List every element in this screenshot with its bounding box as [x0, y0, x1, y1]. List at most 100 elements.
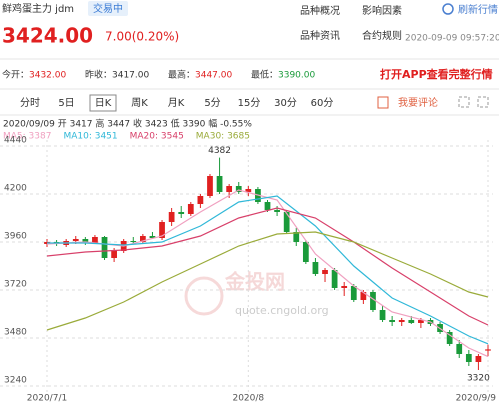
y-tick-label: 4440 [4, 136, 27, 146]
ma-line [46, 231, 489, 331]
candle-body [226, 186, 233, 192]
tab[interactable]: 分时 [20, 97, 40, 109]
tab[interactable]: 5日 [58, 98, 74, 109]
status-badge [88, 1, 128, 16]
price: 3424.00 [2, 24, 93, 48]
candle-body [197, 196, 204, 204]
candle-body [207, 176, 213, 196]
watermark: quote.cngold.org [235, 304, 329, 317]
legend-entry: MA5: 3387 [3, 132, 51, 142]
candle-body [293, 232, 300, 242]
link[interactable]: 合约规则 [362, 29, 402, 42]
chart: 金投网 quote.cngold.org 4440420039603720348… [0, 136, 496, 403]
candle-body [456, 344, 463, 354]
link[interactable]: 品种资讯 [300, 29, 340, 42]
y-tick-label: 3240 [4, 376, 27, 386]
candle-body [149, 236, 156, 238]
stat-value: 3390.00 [278, 71, 315, 81]
max-label: 4382 [208, 146, 231, 156]
tab[interactable]: 日K [95, 98, 112, 109]
ma-line [47, 195, 489, 345]
change: 7.00(0.20%) [105, 30, 179, 44]
candle-body [465, 354, 472, 362]
candle-body [446, 332, 453, 344]
candle-body [418, 320, 424, 323]
y-tick-label: 3960 [4, 232, 27, 242]
legend-entry: MA10: 3451 [63, 132, 117, 142]
legend-entry: MA30: 3685 [196, 132, 250, 142]
candle-body [389, 320, 396, 322]
time: 2020-09-09 09:57:20 [405, 34, 499, 44]
legend: MA5: 3387 MA10: 3451 MA20: 3545 MA30: 3685 [3, 132, 250, 142]
candle-body [370, 292, 376, 310]
tab[interactable]: 60分 [311, 97, 334, 109]
tab[interactable]: 5分 [204, 97, 220, 109]
refresh[interactable]: 刷新行情 [458, 3, 498, 16]
tabs: 分时 5日 日K 周K 月K 5分 15分 30分 60分 [20, 94, 334, 112]
candle-body [178, 212, 185, 214]
candle-info: 2020/09/09 开 3417 高 3447 收 3423 低 3390 幅… [3, 118, 252, 130]
ma-line [46, 207, 489, 326]
candle-body [274, 210, 280, 212]
stat-value: 3432.00 [29, 71, 66, 81]
candle-body [302, 242, 309, 262]
x-tick-label: 2020/8 [232, 394, 264, 403]
link[interactable]: 品种概况 [300, 4, 340, 17]
candle-body [130, 241, 137, 242]
stats: 今开： 3432.00 昨收： 3417.00 最高： 3447.00 最低： 3390.00 [2, 69, 315, 81]
candle-body [101, 237, 108, 258]
contract-name: 鲜鸡蛋主力 jdm [2, 2, 74, 15]
active-tab-box [89, 94, 117, 112]
tab[interactable]: 30分 [274, 97, 297, 109]
stat-label: 最低： [251, 69, 278, 81]
stat-label: 今开： [2, 69, 29, 81]
status: 交易中 [93, 2, 123, 15]
candle-body [475, 356, 482, 362]
stat-label: 昨收： [85, 69, 112, 81]
candle-body [235, 186, 242, 192]
expand-icon[interactable] [458, 96, 470, 108]
candle-body [92, 237, 98, 243]
candle-body [168, 212, 175, 222]
candle-body [82, 239, 89, 243]
candle-body [360, 292, 367, 300]
candle-body [283, 212, 290, 232]
ma-line [46, 189, 489, 358]
comment-icon[interactable] [377, 96, 389, 109]
link[interactable]: 影响因素 [362, 4, 402, 17]
candle-body [331, 270, 338, 288]
x-tick-label: 2020/9/9 [456, 394, 497, 403]
candle-body [398, 320, 405, 322]
stat-value: 3447.00 [195, 71, 232, 81]
y-tick-label: 3720 [4, 280, 27, 290]
candle-body [187, 204, 194, 214]
stat-label: 最高： [168, 69, 195, 81]
candle-body [408, 320, 415, 323]
candle-body [485, 349, 491, 351]
candle-body [216, 176, 223, 192]
candle-body [341, 286, 348, 288]
stat-value: 3417.00 [112, 71, 149, 81]
candle-body [72, 239, 79, 241]
tab[interactable]: 月K [168, 97, 185, 109]
candle-body [264, 202, 271, 210]
legend-entry: MA20: 3545 [130, 132, 184, 142]
tab[interactable]: 15分 [238, 97, 261, 109]
refresh-icon[interactable] [442, 3, 454, 15]
y-tick-label: 3480 [4, 328, 27, 338]
comment[interactable]: 我要评论 [398, 96, 438, 109]
candle-body [322, 270, 328, 274]
x-tick-label: 2020/7/1 [27, 394, 67, 403]
app-prompt[interactable]: 打开APP查看完整行情 [380, 67, 493, 81]
candle-body [111, 251, 117, 258]
y-tick-label: 4200 [4, 184, 27, 194]
candle-body [350, 286, 357, 300]
fullscreen-icon[interactable] [477, 96, 489, 108]
tab[interactable]: 周K [131, 97, 148, 109]
candle-body [379, 310, 386, 320]
candle-body [159, 222, 165, 238]
candle-body [139, 236, 146, 242]
candle-body [312, 262, 319, 274]
